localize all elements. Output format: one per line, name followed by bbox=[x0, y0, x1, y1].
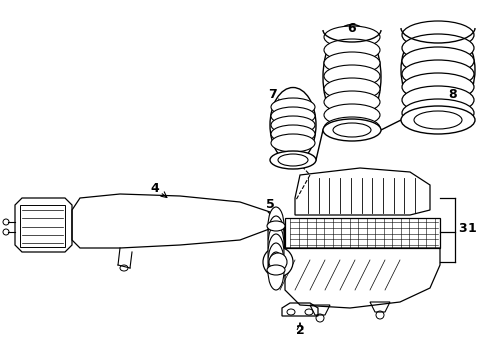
Text: 5: 5 bbox=[266, 198, 274, 211]
Text: 4: 4 bbox=[150, 181, 159, 194]
Ellipse shape bbox=[268, 243, 284, 281]
Bar bbox=[20, 205, 65, 247]
Ellipse shape bbox=[267, 221, 285, 231]
Ellipse shape bbox=[267, 265, 285, 275]
Ellipse shape bbox=[269, 253, 287, 271]
Ellipse shape bbox=[263, 247, 293, 277]
Text: 7: 7 bbox=[268, 89, 276, 102]
Ellipse shape bbox=[323, 119, 381, 141]
Ellipse shape bbox=[268, 252, 284, 290]
Ellipse shape bbox=[324, 52, 380, 74]
Ellipse shape bbox=[271, 125, 315, 143]
Ellipse shape bbox=[324, 117, 380, 139]
Ellipse shape bbox=[324, 39, 380, 61]
Ellipse shape bbox=[268, 234, 284, 272]
Text: 1: 1 bbox=[467, 221, 476, 234]
Ellipse shape bbox=[402, 99, 474, 127]
Ellipse shape bbox=[402, 60, 474, 88]
Ellipse shape bbox=[268, 225, 284, 263]
Ellipse shape bbox=[324, 91, 380, 113]
Ellipse shape bbox=[333, 123, 371, 137]
Ellipse shape bbox=[271, 107, 315, 125]
Ellipse shape bbox=[402, 47, 474, 75]
Ellipse shape bbox=[402, 21, 474, 49]
Ellipse shape bbox=[271, 134, 315, 152]
Ellipse shape bbox=[324, 65, 380, 87]
Ellipse shape bbox=[402, 86, 474, 114]
Ellipse shape bbox=[401, 106, 475, 134]
Text: 2: 2 bbox=[295, 324, 304, 337]
Ellipse shape bbox=[271, 116, 315, 134]
Ellipse shape bbox=[268, 207, 284, 245]
Text: 6: 6 bbox=[348, 22, 356, 35]
Ellipse shape bbox=[324, 26, 380, 48]
Ellipse shape bbox=[402, 73, 474, 101]
Ellipse shape bbox=[402, 34, 474, 62]
Ellipse shape bbox=[268, 216, 284, 254]
Text: 3: 3 bbox=[458, 221, 466, 234]
Ellipse shape bbox=[324, 78, 380, 100]
Ellipse shape bbox=[278, 154, 308, 166]
Text: 8: 8 bbox=[449, 89, 457, 102]
Ellipse shape bbox=[414, 111, 462, 129]
Ellipse shape bbox=[324, 104, 380, 126]
Ellipse shape bbox=[271, 98, 315, 116]
Ellipse shape bbox=[270, 151, 316, 169]
Bar bbox=[285, 218, 440, 248]
